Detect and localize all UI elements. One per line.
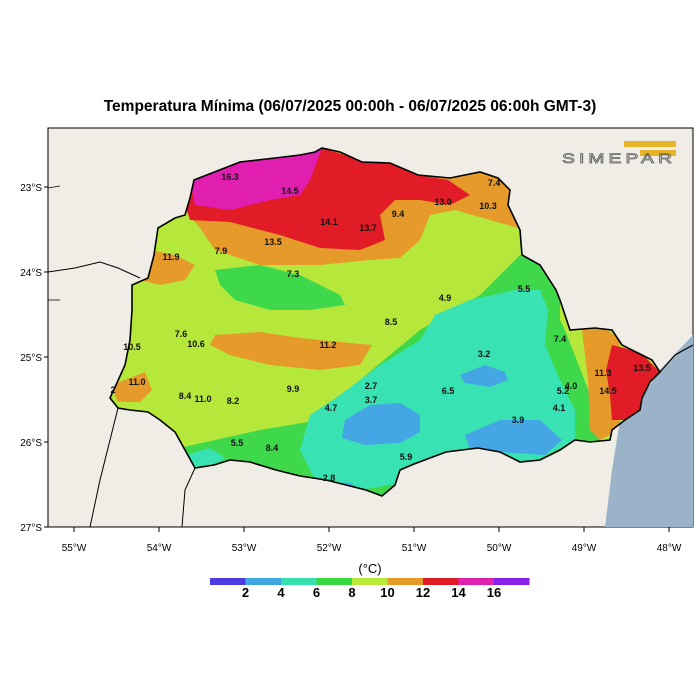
station-value-label: 4.7	[325, 403, 338, 413]
station-value-label: 8.5	[385, 317, 398, 327]
station-value-label: 3.7	[365, 395, 378, 405]
lon-label: 55°W	[62, 543, 87, 554]
colorbar-tick-label: 14	[451, 585, 466, 600]
station-value-label: 2.7	[365, 381, 378, 391]
lon-label: 50°W	[487, 543, 512, 554]
station-value-label: 11.2	[319, 340, 336, 350]
station-value-label: 5.5	[231, 438, 244, 448]
station-value-label: 4.9	[439, 293, 452, 303]
neighbour-border	[48, 185, 61, 301]
station-value-label: 3.2	[478, 349, 491, 359]
lon-label: 52°W	[317, 543, 342, 554]
station-value-label: 8.2	[227, 396, 240, 406]
station-value-label: 5.9	[400, 452, 413, 462]
station-value-label: 5.5	[518, 284, 531, 294]
lat-label: 24°S	[20, 268, 42, 279]
lon-label: 53°W	[232, 543, 257, 554]
neighbour-border	[48, 261, 141, 279]
temperature-fill	[110, 148, 660, 496]
colorbar-swatch	[387, 578, 423, 585]
parana-state-outline	[109, 147, 662, 497]
colorbar-tick-label: 4	[277, 585, 285, 600]
station-value-label: 16.3	[221, 172, 239, 182]
station-value-label: 11.0	[128, 377, 145, 387]
station-value-label: 11.3	[594, 368, 611, 378]
lon-label: 54°W	[147, 543, 172, 554]
colorbar-unit: (°C)	[358, 561, 381, 576]
lat-label: 23°S	[20, 183, 42, 194]
colorbar-swatch	[352, 578, 388, 585]
station-value-label: 9.9	[287, 384, 300, 394]
station-value-label: 2.8	[323, 473, 336, 483]
colorbar-tick-label: 2	[242, 585, 249, 600]
station-value-label: 4.1	[553, 403, 566, 413]
lat-label: 25°S	[20, 353, 42, 364]
station-value-label: 5.2	[557, 386, 570, 396]
neighbour-border	[181, 467, 196, 527]
station-value-label: 10.6	[187, 339, 205, 349]
station-value-label: 4.0	[565, 381, 578, 391]
colorbar-swatch	[458, 578, 494, 585]
colorbar: (°C) 2 4 6 8 10 12 14 16	[210, 561, 530, 600]
map-title: Temperatura Mínima (06/07/2025 00:00h - …	[103, 98, 597, 115]
colorbar-swatch	[494, 578, 530, 585]
simepar-logo: SIMEPAR	[562, 141, 676, 166]
station-value-label: 7.6	[175, 329, 188, 339]
station-value-label: 3.9	[512, 415, 525, 425]
station-value-label: 7.3	[287, 269, 300, 279]
lon-label: 49°W	[572, 543, 597, 554]
colorbar-tick-label: 12	[416, 585, 430, 600]
station-value-label: 10.3	[479, 201, 497, 211]
colorbar-swatch	[423, 578, 459, 585]
longitude-axis: 55°W 54°W 53°W 52°W 51°W 50°W 49°W 48°W	[62, 527, 682, 554]
lat-label: 26°S	[20, 438, 42, 449]
station-value-label: 13.7	[359, 223, 377, 233]
station-value-label: 13.0	[434, 197, 452, 207]
colorbar-swatch	[210, 578, 246, 585]
station-value-label: 7.4	[554, 334, 567, 344]
logo-text: SIMEPAR	[562, 150, 676, 166]
station-value-label: 8.4	[266, 443, 279, 453]
station-value-label: 6.5	[442, 386, 455, 396]
ocean	[605, 335, 693, 527]
colorbar-swatch	[281, 578, 317, 585]
station-value-label: 13.5	[633, 363, 651, 373]
station-value-label: 14.5	[599, 386, 617, 396]
station-value-label: 8.4	[179, 391, 192, 401]
lon-label: 51°W	[402, 543, 427, 554]
station-value-label: 7.4	[488, 178, 501, 188]
colorbar-tick-label: 16	[487, 585, 501, 600]
station-value-label: 13.5	[264, 237, 282, 247]
station-value-label: 10.5	[123, 342, 141, 352]
colorbar-tick-label: 6	[313, 585, 320, 600]
coast-outline	[659, 344, 694, 373]
station-value-label: 2	[110, 385, 115, 395]
colorbar-tick-label: 10	[380, 585, 394, 600]
neighbour-border	[89, 407, 119, 527]
lat-label: 27°S	[20, 523, 42, 534]
station-value-label: 7.9	[215, 246, 228, 256]
station-value-label: 11.0	[194, 394, 211, 404]
latitude-axis: 23°S 24°S 25°S 26°S 27°S	[20, 183, 48, 534]
station-labels: 16.3 14.5 7.4 13.0 10.3 9.4 14.1 13.7 13.5 11.9 7.…	[110, 172, 650, 483]
station-value-label: 11.9	[162, 252, 179, 262]
colorbar-swatch	[316, 578, 352, 585]
station-value-label: 14.5	[281, 186, 299, 196]
lon-label: 48°W	[657, 543, 682, 554]
colorbar-tick-label: 8	[348, 585, 355, 600]
station-value-label: 9.4	[392, 209, 405, 219]
colorbar-swatch	[245, 578, 281, 585]
station-value-label: 14.1	[320, 217, 338, 227]
